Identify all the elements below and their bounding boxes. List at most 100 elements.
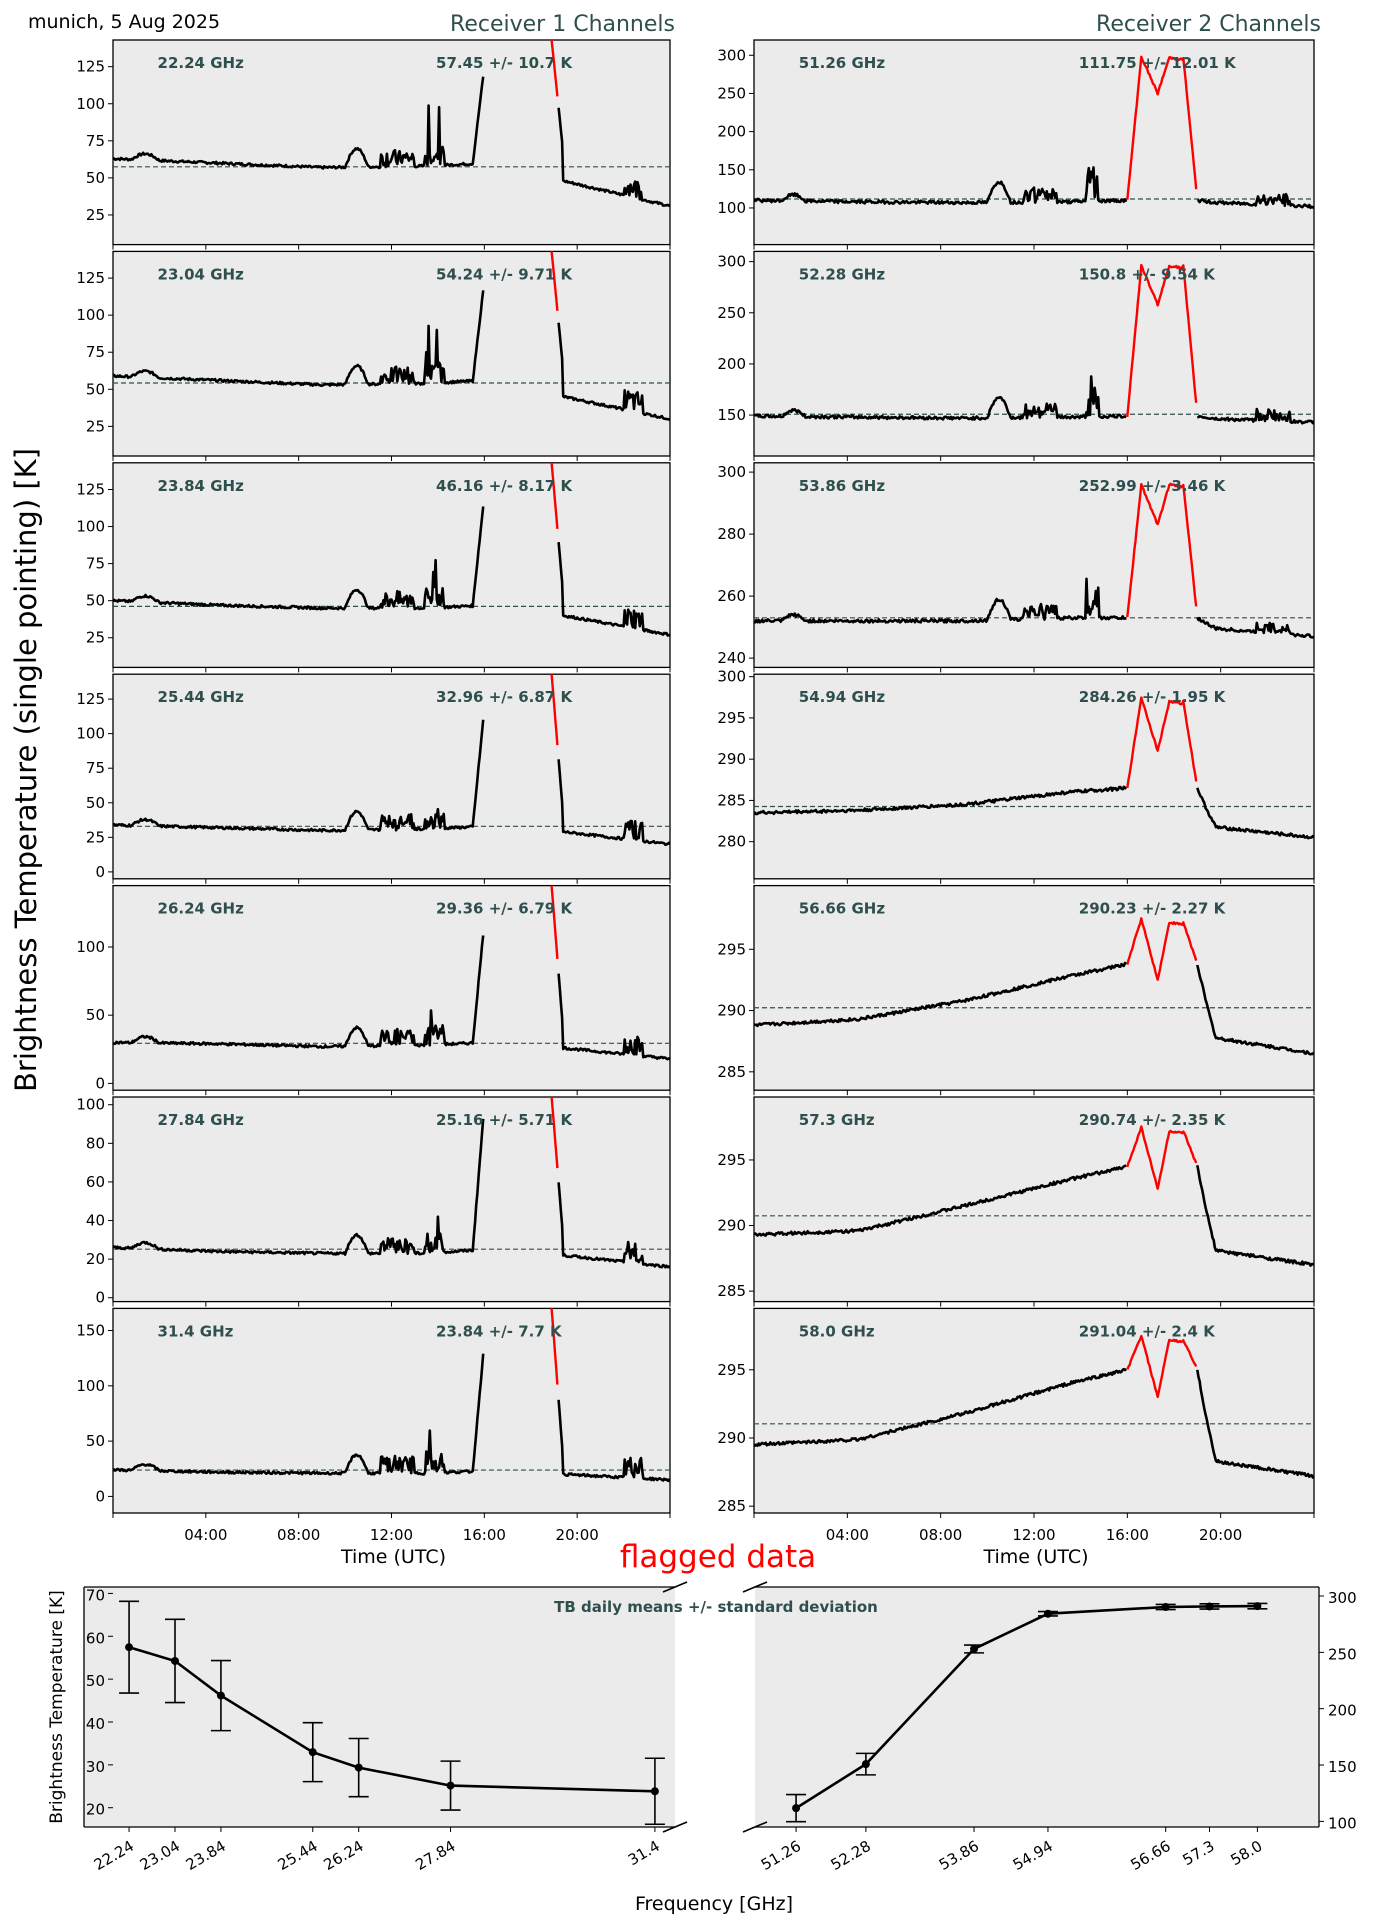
panel-54-94-ghz: 280 285 290 295 300 54.94 GHz 284.26 +/- 1.95 …: [717, 668, 1315, 884]
y-tick-label: 125: [76, 690, 105, 708]
x-tick-label: 12:00: [1012, 1526, 1055, 1544]
x-tick-label: 23.04: [137, 1837, 183, 1874]
axis-break-mark: [742, 1581, 768, 1593]
x-tick-label: 22.24: [91, 1837, 137, 1874]
y-tick-label: 75: [86, 555, 105, 573]
panel-22-24-ghz: 25 50 75 100 125 22.24 GHz 57.45 +/- 10.7 K: [76, 39, 671, 250]
y-tick-label: 0: [95, 1487, 105, 1505]
x-tick-label: 08:00: [277, 1526, 320, 1544]
series-line: [754, 375, 1314, 425]
series-group: [113, 40, 670, 207]
y-tick-label: 25: [86, 629, 105, 647]
axis-break-mark: [742, 1821, 768, 1833]
series-line: [113, 719, 670, 847]
y-tick-label: 200: [717, 355, 746, 373]
data-point: [216, 1691, 225, 1700]
y-tick-label: 240: [717, 649, 746, 667]
panel-frame: [112, 1307, 671, 1514]
x-tick-label: 12:00: [370, 1526, 413, 1544]
mean-std-label: 150.8 +/- 9.54 K: [1079, 265, 1216, 283]
y-tick-label: 20: [86, 1250, 105, 1268]
x-tick-label: 53.86: [936, 1837, 982, 1874]
panel-frame: [112, 462, 671, 669]
mean-std-label: 46.16 +/- 8.17 K: [436, 477, 573, 495]
panel-25-44-ghz: 0 25 50 75 100 125 25.44 GHz 32.96 +/- 6.87 K: [76, 673, 671, 884]
axis-break-mark: [662, 1821, 688, 1833]
series-group: [754, 55, 1314, 210]
y-tick-label: 150: [76, 1322, 105, 1340]
x-tick-label: 26.24: [320, 1837, 366, 1874]
x-tick-label: 25.44: [275, 1837, 321, 1874]
mean-std-label: 54.24 +/- 9.71 K: [436, 265, 573, 283]
x-tick-label: 08:00: [919, 1526, 962, 1544]
series-group: [754, 696, 1314, 840]
data-point: [446, 1781, 455, 1790]
flagged-series-line: [1126, 1334, 1198, 1399]
x-axis-label: Time (UTC): [982, 1546, 1088, 1568]
mean-std-label: 291.04 +/- 2.4 K: [1079, 1322, 1216, 1340]
y-tick-label: 0: [95, 1289, 105, 1307]
panel-frame: [112, 673, 671, 880]
y-tick-label: 295: [717, 1151, 746, 1169]
y-tick-label: 50: [86, 1006, 105, 1024]
summary-y-axis-label: Brightness Temperature [K]: [47, 1590, 67, 1823]
data-point: [354, 1763, 363, 1772]
series-line: [113, 935, 670, 1061]
data-point: [308, 1748, 317, 1757]
data-point: [1161, 1603, 1170, 1612]
series-line: [113, 76, 670, 207]
series-line: [754, 1164, 1314, 1267]
panel-frame: [112, 39, 671, 246]
panel-27-84-ghz: 0 20 40 60 80 100 27.84 GHz 25.16 +/- 5.71 K: [76, 1096, 671, 1307]
flagged-series-line: [1126, 482, 1198, 618]
y-tick-label: 150: [717, 161, 746, 179]
y-tick-label: 200: [717, 123, 746, 141]
location-date-label: munich, 5 Aug 2025: [28, 11, 220, 33]
data-point: [650, 1787, 659, 1796]
x-tick-label: 23.84: [183, 1837, 229, 1874]
panel-frame: [753, 1307, 1315, 1514]
series-group: [113, 251, 670, 422]
flagged-series-line: [1126, 696, 1198, 789]
panel-frame: [112, 884, 671, 1091]
series-line: [113, 290, 670, 422]
mean-std-label: 252.99 +/- 3.46 K: [1079, 477, 1227, 495]
y-tick-label: 75: [86, 343, 105, 361]
frequency-label: 58.0 GHz: [799, 1322, 875, 1340]
y-tick-label: 80: [86, 1134, 105, 1152]
series-line: [754, 166, 1314, 210]
panel-52-28-ghz: 150 200 250 300 52.28 GHz 150.8 +/- 9.54 K: [717, 250, 1315, 461]
frequency-label: 25.44 GHz: [158, 688, 245, 706]
y-tick-label: 0: [95, 1074, 105, 1092]
y-tick-label: 285: [717, 1497, 746, 1515]
panel-56-66-ghz: 285 290 295 56.66 GHz 290.23 +/- 2.27 K: [717, 884, 1315, 1096]
y-tick-label: 50: [86, 380, 105, 398]
series-line: [113, 506, 670, 637]
y-tick-label: 25: [86, 828, 105, 846]
y-tick-label: 300: [717, 46, 746, 64]
receiver1-title: Receiver 1 Channels: [450, 12, 675, 37]
y-tick-label: 50: [86, 169, 105, 187]
axis-break-mark: [662, 1581, 688, 1593]
y-tick-label: 100: [76, 1096, 105, 1114]
frequency-label: 23.84 GHz: [158, 477, 245, 495]
x-axis-label: Time (UTC): [340, 1546, 446, 1568]
frequency-label: 54.94 GHz: [799, 688, 886, 706]
y-tick-label: 250: [717, 304, 746, 322]
y-tick-label: 125: [76, 58, 105, 76]
x-tick-label: 04:00: [184, 1526, 227, 1544]
y-tick-label: 100: [76, 518, 105, 536]
mean-std-label: 290.23 +/- 2.27 K: [1079, 900, 1227, 918]
panel-frame: [753, 462, 1315, 669]
y-tick-label: 50: [86, 592, 105, 610]
series-group: [754, 263, 1314, 425]
series-line: [754, 577, 1314, 639]
series-group: [113, 1308, 670, 1483]
x-tick-label: 04:00: [826, 1526, 869, 1544]
x-tick-label: 51.26: [758, 1837, 804, 1874]
series-group: [113, 674, 670, 847]
summary-title: TB daily means +/- standard deviation: [554, 1598, 878, 1616]
series-line: [754, 1367, 1314, 1479]
summary-left-bg: [84, 1587, 675, 1827]
